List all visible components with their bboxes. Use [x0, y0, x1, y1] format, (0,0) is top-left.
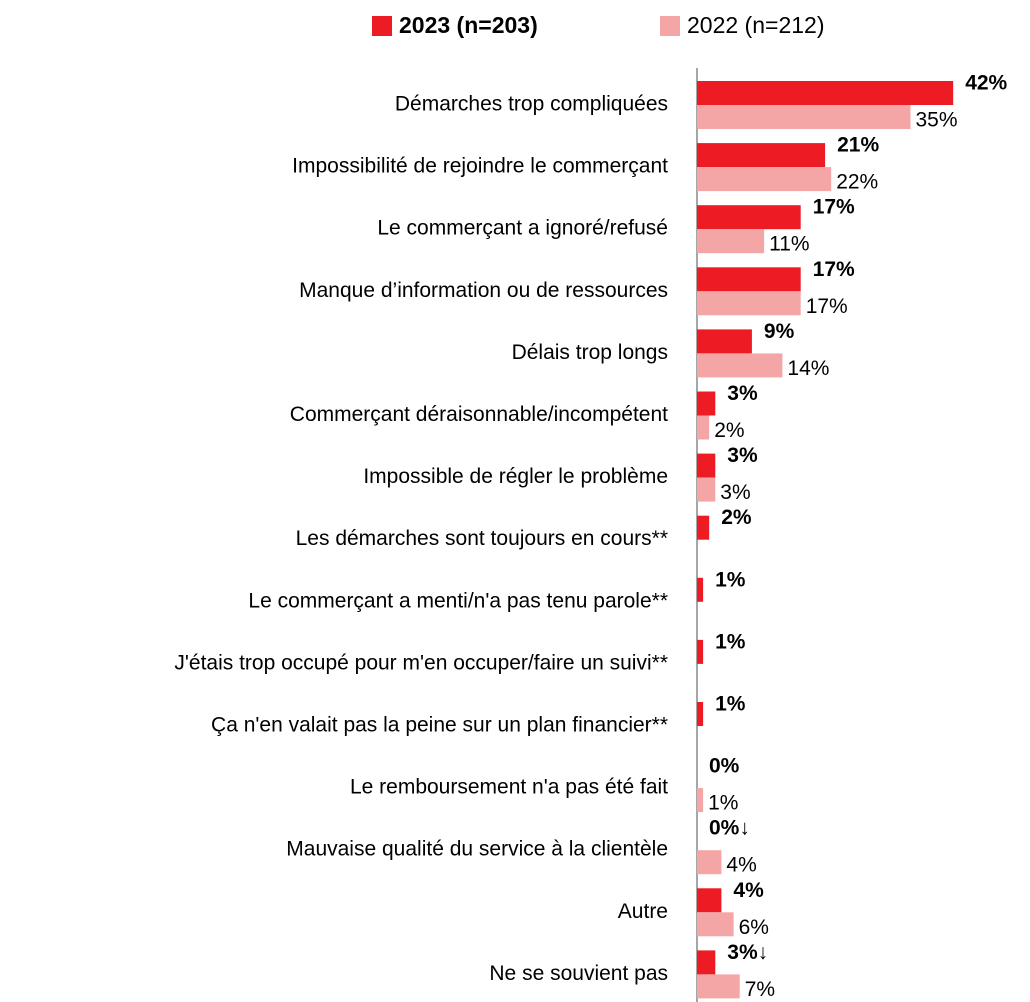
bar: [697, 888, 722, 913]
value-label: 22%: [836, 171, 878, 194]
bar: [697, 453, 716, 478]
bar: [697, 702, 704, 726]
legend-swatch: [660, 16, 680, 36]
value-label: 42%: [965, 72, 1007, 95]
category-label: Mauvaise qualité du service à la clientè…: [286, 838, 668, 861]
bar: [697, 974, 740, 999]
category-label: Manque d’information ou de ressources: [299, 279, 668, 302]
bar: [697, 105, 911, 129]
value-label: 4%: [733, 879, 764, 902]
category-label: Impossible de régler le problème: [363, 465, 668, 488]
bar: [697, 81, 954, 105]
value-label: 6%: [739, 916, 769, 939]
category-label: Le commerçant a menti/n'a pas tenu parol…: [248, 589, 668, 612]
bar: [697, 167, 832, 192]
category-label: Le commerçant a ignoré/refusé: [377, 217, 668, 240]
value-label: 1%: [715, 693, 746, 716]
value-label: 1%: [715, 630, 746, 653]
value-label: 17%: [806, 295, 848, 318]
category-label: Ça n'en valait pas la peine sur un plan …: [211, 714, 668, 737]
value-label: 11%: [769, 233, 809, 256]
legend-swatch: [372, 16, 392, 36]
bar: [697, 850, 722, 875]
bar: [697, 205, 801, 230]
legend-label: 2023 (n=203): [399, 12, 538, 38]
category-label: Autre: [618, 900, 668, 923]
category-label: Délais trop longs: [512, 341, 668, 364]
bar: [697, 391, 716, 416]
category-label: J'étais trop occupé pour m'en occuper/fa…: [174, 651, 668, 674]
bar: [697, 477, 716, 502]
category-label: Le remboursement n'a pas été fait: [350, 776, 668, 799]
value-label: 4%: [726, 854, 756, 877]
category-label: Les démarches sont toujours en cours**: [296, 527, 668, 550]
bar: [697, 950, 716, 975]
bar: [697, 639, 704, 664]
value-label: 7%: [745, 978, 775, 1001]
value-label: 1%: [715, 568, 746, 591]
bar: [697, 577, 704, 602]
legend-label: 2022 (n=212): [687, 12, 824, 38]
category-label: Ne se souvient pas: [489, 962, 668, 985]
bar: [697, 515, 710, 540]
category-label: Commerçant déraisonnable/incompétent: [290, 403, 668, 426]
bar: [697, 267, 801, 292]
bar: [697, 143, 826, 168]
bar: [697, 788, 704, 813]
bar: [697, 329, 752, 354]
value-label: 3%↓: [727, 941, 768, 964]
value-label: 9%: [764, 320, 795, 343]
value-label: 2%: [714, 419, 744, 442]
value-label: 0%: [709, 755, 740, 778]
value-label: 35%: [916, 109, 958, 132]
value-label: 21%: [837, 134, 879, 157]
category-label: Impossibilité de rejoindre le commerçant: [292, 155, 668, 178]
bar: [697, 415, 710, 440]
value-label: 17%: [813, 196, 855, 219]
value-label: 2%: [721, 506, 752, 529]
bar: [697, 291, 801, 316]
value-label: 3%: [727, 444, 758, 467]
value-label: 1%: [708, 792, 738, 815]
value-label: 14%: [787, 357, 829, 380]
bar: [697, 353, 783, 378]
value-label: 3%: [720, 481, 750, 504]
value-label: 17%: [813, 258, 855, 281]
value-label: 3%: [727, 382, 758, 405]
value-label: 0%↓: [709, 817, 750, 840]
bar: [697, 229, 765, 254]
category-label: Démarches trop compliquées: [395, 93, 668, 116]
bar: [697, 912, 734, 937]
